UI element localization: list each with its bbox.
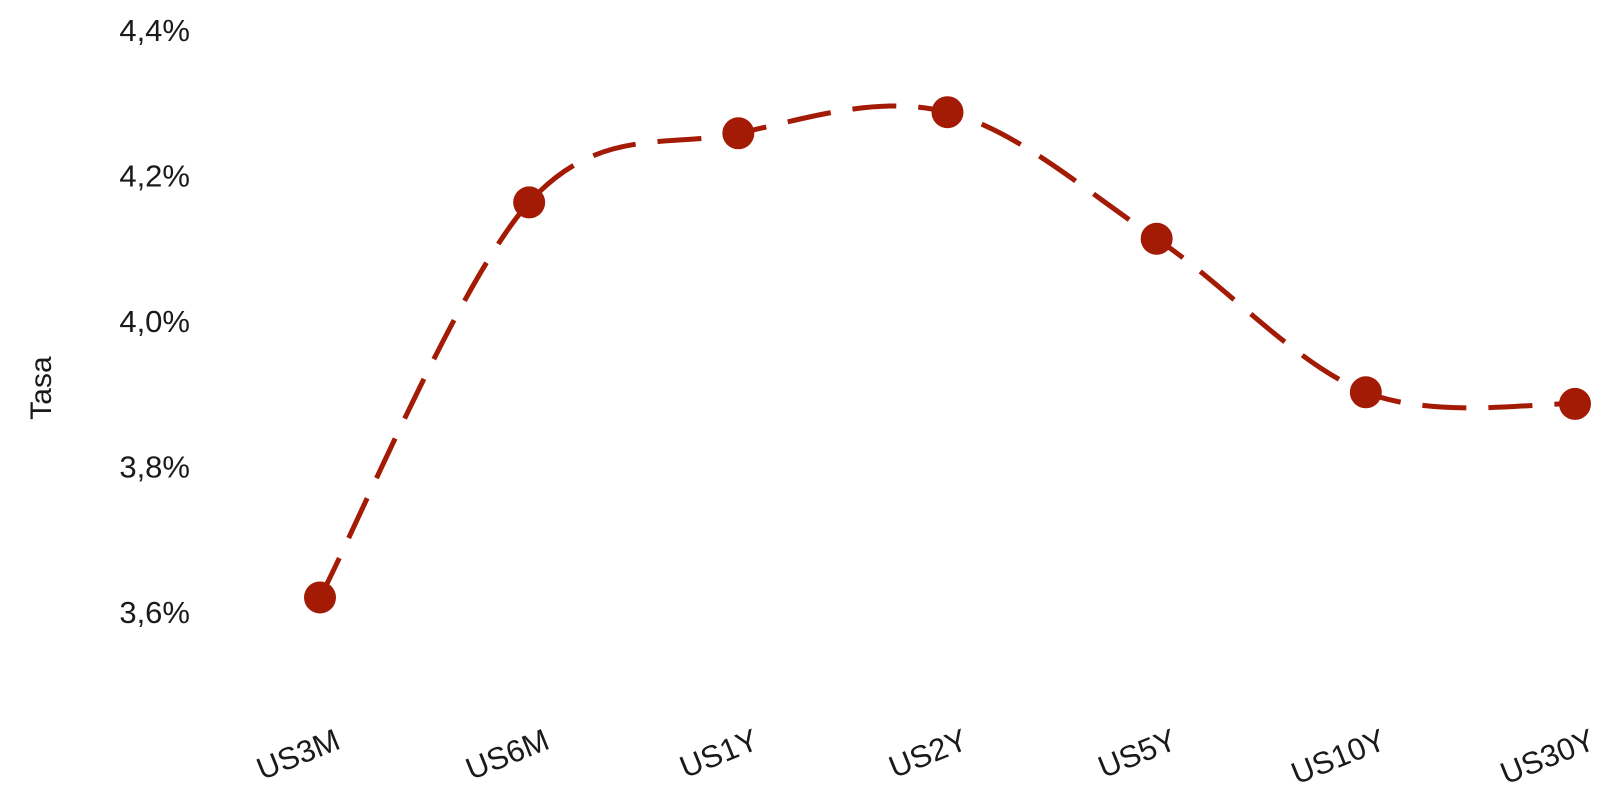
x-axis: US3M US6M US1Y US2Y US5Y US10Y US30Y	[252, 722, 1600, 791]
y-axis-title: Tasa	[25, 356, 58, 420]
x-tick-label: US2Y	[884, 722, 972, 785]
y-tick-label: 4,0%	[119, 304, 190, 339]
y-tick-label: 3,6%	[119, 595, 190, 630]
x-tick-label: US3M	[252, 722, 345, 787]
data-point	[304, 581, 336, 614]
x-tick-label: US5Y	[1093, 722, 1181, 785]
x-tick-label: US10Y	[1286, 722, 1390, 791]
data-point	[1559, 387, 1591, 420]
data-point	[513, 186, 546, 219]
series-line	[317, 103, 1576, 599]
data-point	[1140, 222, 1173, 255]
x-tick-label: US30Y	[1495, 722, 1599, 791]
y-tick-label: 3,8%	[119, 450, 190, 485]
data-point	[722, 117, 755, 150]
data-point	[1349, 376, 1382, 409]
y-axis: 3,6% 3,8% 4,0% 4,2% 4,4%	[119, 13, 190, 630]
x-tick-label: US1Y	[675, 722, 763, 785]
y-tick-label: 4,2%	[119, 159, 190, 194]
x-tick-label: US6M	[461, 722, 554, 787]
series-line-group	[304, 96, 1591, 614]
y-tick-label: 4,4%	[119, 13, 190, 48]
data-point	[931, 96, 964, 129]
